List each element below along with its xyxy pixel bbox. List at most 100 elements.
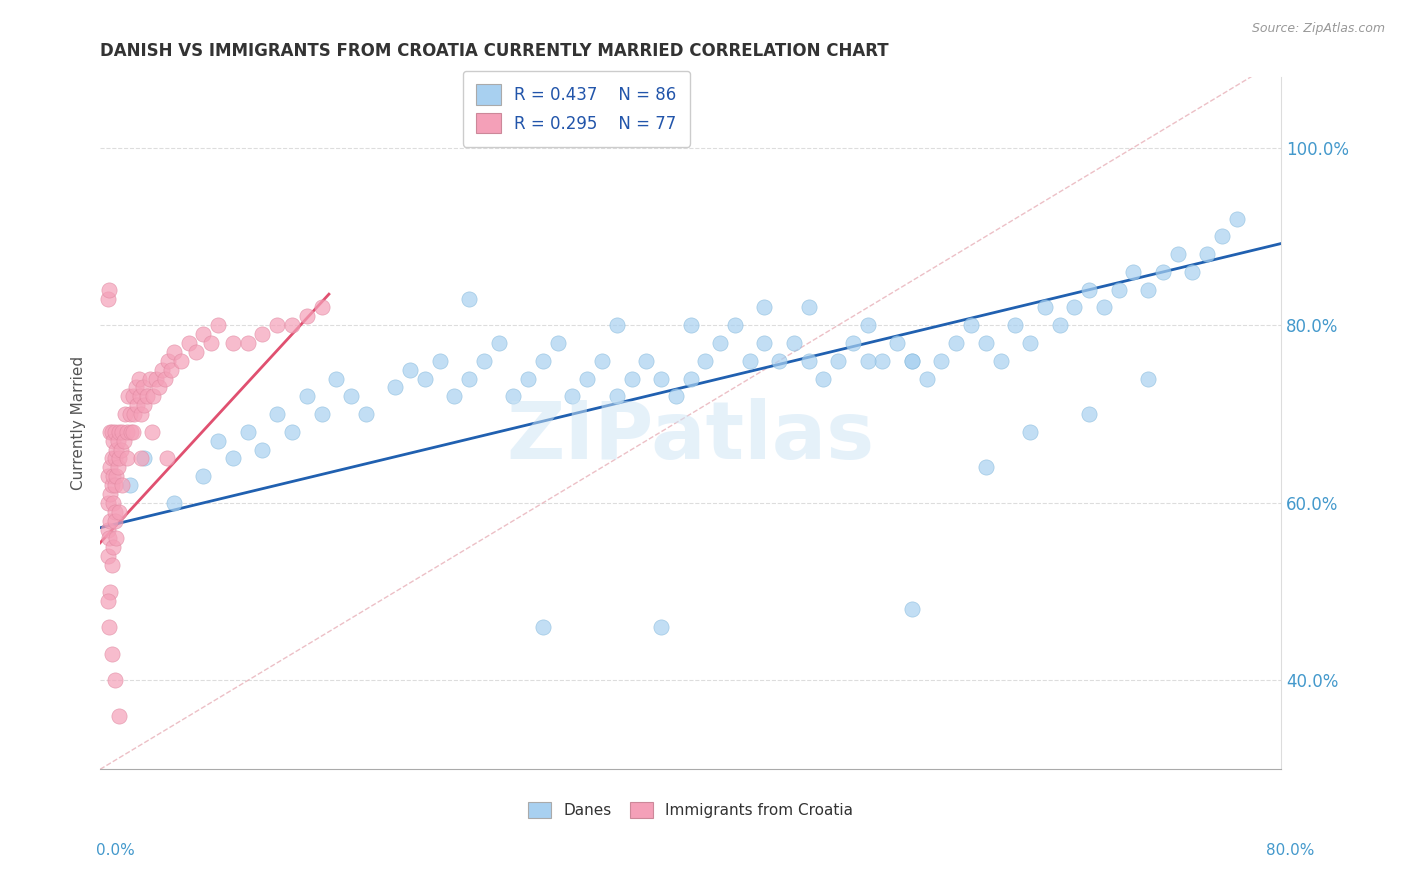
Point (856, 318, 879, 333)
Point (561, 389, 583, 403)
Point (266, 407, 288, 421)
Point (125, 398, 148, 412)
Point (695, 353, 717, 368)
Point (1033, 301, 1056, 315)
Point (311, 407, 333, 421)
Point (856, 353, 879, 368)
Point (1211, 229, 1233, 244)
Point (136, 389, 159, 403)
Point (114, 407, 136, 421)
Point (132, 380, 155, 394)
Point (170, 353, 193, 368)
Point (754, 336, 776, 351)
Point (177, 336, 200, 351)
Point (990, 353, 1012, 368)
Point (100, 487, 122, 501)
Point (134, 451, 156, 466)
Point (620, 371, 643, 385)
Point (111, 425, 134, 439)
Point (738, 353, 761, 368)
Point (488, 336, 510, 351)
Point (1019, 425, 1042, 439)
Point (98, 283, 121, 297)
Point (131, 451, 153, 466)
Point (443, 389, 465, 403)
Point (160, 362, 183, 376)
Point (797, 301, 820, 315)
Point (281, 318, 304, 333)
Point (311, 301, 333, 315)
Point (129, 389, 152, 403)
Point (384, 380, 406, 394)
Point (1063, 301, 1085, 315)
Point (100, 514, 122, 528)
Point (281, 425, 304, 439)
Point (531, 353, 554, 368)
Point (266, 318, 288, 333)
Point (105, 532, 128, 546)
Point (107, 460, 129, 475)
Point (163, 496, 186, 510)
Point (103, 434, 125, 448)
Point (104, 425, 127, 439)
Text: DANISH VS IMMIGRANTS FROM CROATIA CURRENTLY MARRIED CORRELATION CHART: DANISH VS IMMIGRANTS FROM CROATIA CURREN… (100, 42, 889, 60)
Point (139, 371, 162, 385)
Point (141, 425, 163, 439)
Point (222, 451, 245, 466)
Point (124, 380, 146, 394)
Point (193, 327, 215, 342)
Point (193, 469, 215, 483)
Point (679, 318, 702, 333)
Point (531, 620, 554, 634)
Point (100, 584, 122, 599)
Point (96, 523, 118, 537)
Point (295, 389, 318, 403)
Point (96, 469, 118, 483)
Point (252, 327, 274, 342)
Point (325, 371, 347, 385)
Point (429, 353, 451, 368)
Point (252, 442, 274, 457)
Point (413, 371, 436, 385)
Point (901, 353, 924, 368)
Point (754, 301, 776, 315)
Point (872, 353, 894, 368)
Point (103, 541, 125, 555)
Point (974, 460, 997, 475)
Point (842, 336, 865, 351)
Point (96, 292, 118, 306)
Point (797, 353, 820, 368)
Point (103, 496, 125, 510)
Point (576, 371, 599, 385)
Point (112, 434, 135, 448)
Point (1092, 301, 1115, 315)
Point (1004, 318, 1026, 333)
Point (110, 442, 132, 457)
Point (117, 389, 139, 403)
Point (606, 389, 628, 403)
Text: 80.0%: 80.0% (1267, 843, 1315, 858)
Point (901, 353, 924, 368)
Point (1108, 283, 1130, 297)
Point (340, 389, 363, 403)
Point (1078, 283, 1101, 297)
Point (118, 478, 141, 492)
Point (108, 505, 131, 519)
Point (108, 709, 131, 723)
Point (650, 371, 672, 385)
Point (901, 602, 924, 616)
Point (458, 371, 481, 385)
Point (1078, 407, 1101, 421)
Point (103, 469, 125, 483)
Point (650, 620, 672, 634)
Point (517, 371, 540, 385)
Point (1137, 371, 1160, 385)
Point (108, 425, 131, 439)
Point (153, 371, 176, 385)
Point (118, 407, 141, 421)
Point (121, 389, 143, 403)
Point (104, 451, 127, 466)
Point (236, 425, 259, 439)
Point (100, 460, 122, 475)
Point (222, 336, 245, 351)
